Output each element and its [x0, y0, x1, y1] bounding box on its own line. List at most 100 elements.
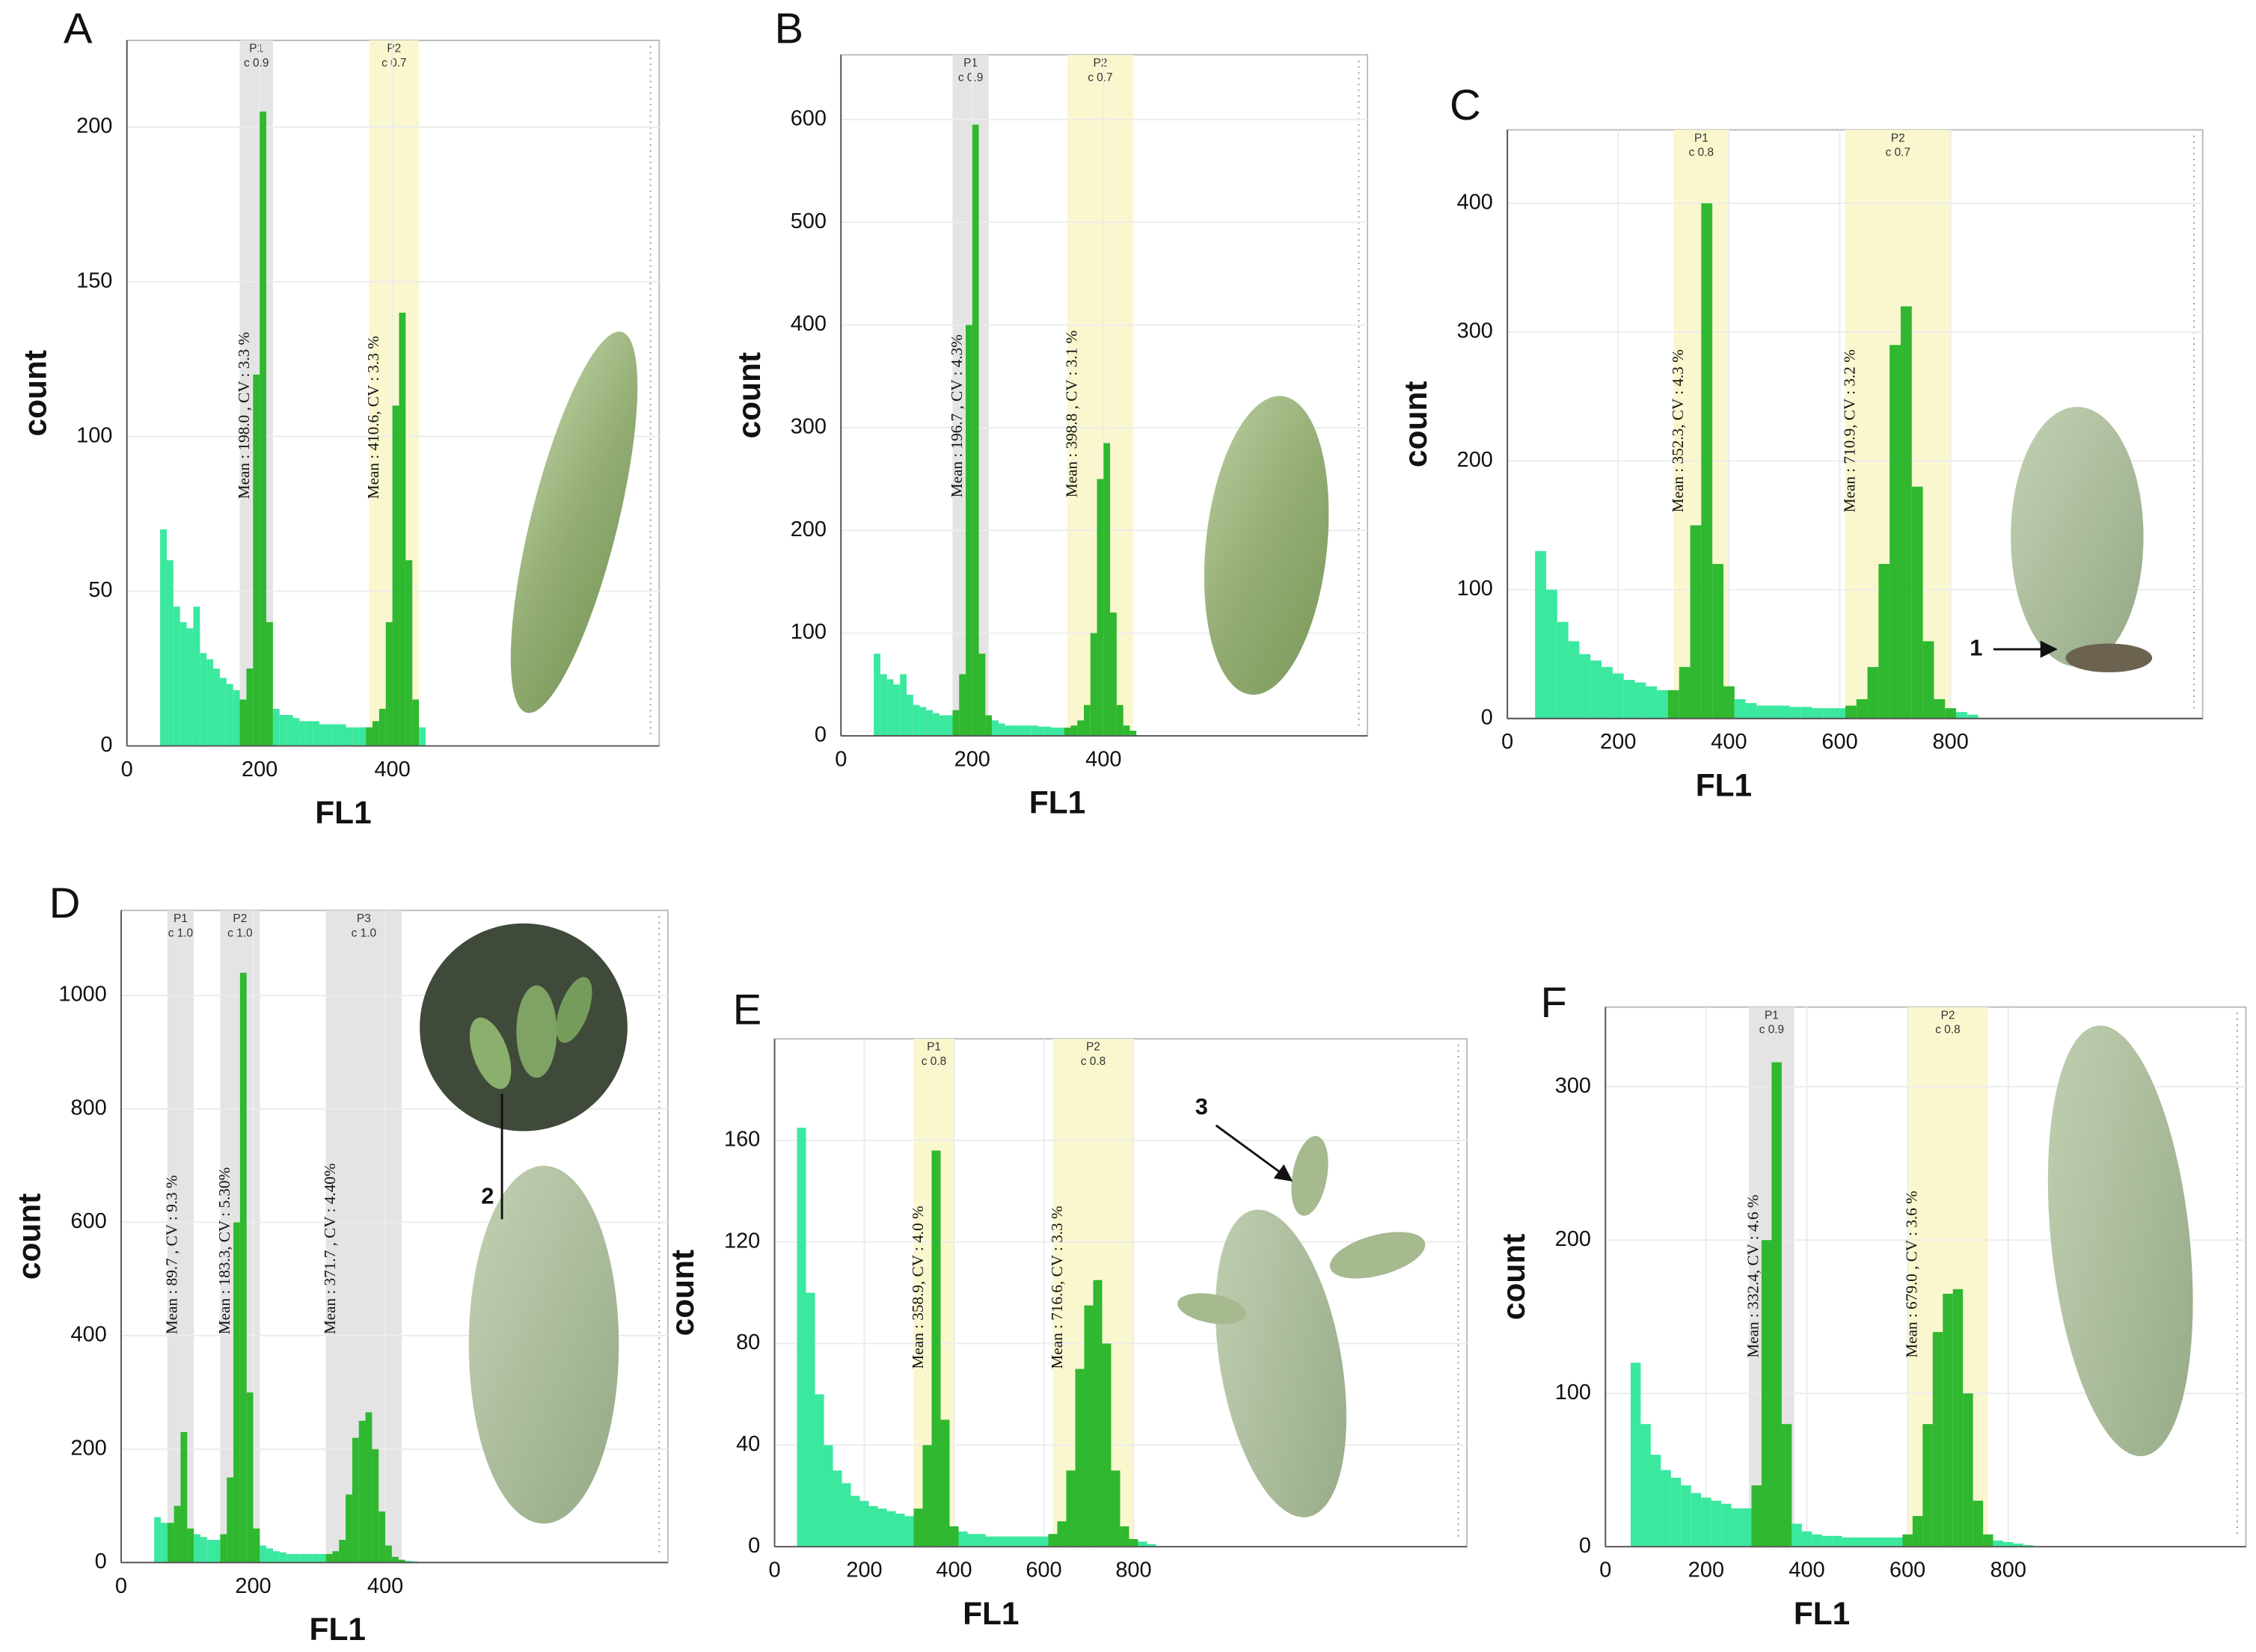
histogram-bar: [219, 678, 227, 746]
histogram-bar: [193, 607, 200, 746]
y-tick-label: 100: [1555, 1381, 1591, 1404]
histogram-bar: [1650, 1455, 1661, 1547]
histogram-bar: [1084, 1305, 1094, 1547]
histogram-bar: [292, 718, 300, 746]
histogram-bar: [1590, 660, 1602, 719]
histogram-bar: [260, 1545, 267, 1563]
histogram-bar: [154, 1517, 161, 1563]
gate-cv: c 0.9: [958, 71, 983, 84]
histogram-bar: [1090, 633, 1097, 736]
x-tick-label: 0: [1599, 1559, 1611, 1582]
peak-annotation: Mean : 398.8 , CV : 3.1 %: [1063, 331, 1081, 497]
histogram-bar: [1568, 641, 1580, 719]
histogram-bar: [1856, 698, 1868, 719]
histogram-bar: [1120, 1526, 1129, 1547]
histogram-bar: [1845, 705, 1857, 719]
y-axis-label: count: [1496, 1234, 1531, 1320]
histogram-bar: [200, 653, 207, 746]
histogram-bar: [180, 621, 187, 746]
x-tick-label: 0: [121, 758, 133, 782]
histogram-bar: [1070, 725, 1078, 736]
x-tick-label: 400: [374, 758, 410, 782]
histogram-bar: [167, 1523, 174, 1563]
panel: P1 c 0.9 P2 c 0.7 0 50 100 150 200 0 200 400 Mean : …: [17, 5, 660, 830]
y-tick-label: 800: [70, 1096, 106, 1120]
gate-name: P1: [927, 1041, 941, 1054]
peak-annotation: Mean : 183.3, CV : 5.30%: [215, 1167, 233, 1334]
y-tick-label: 200: [791, 518, 827, 541]
panel-label: E: [733, 986, 762, 1034]
cactus-pad: [1329, 1232, 1426, 1279]
histogram-bar: [1832, 1535, 1842, 1547]
histogram-bar: [299, 1554, 307, 1563]
histogram-bar: [1889, 345, 1901, 719]
y-axis-label: count: [732, 352, 767, 438]
histogram-bar: [1646, 686, 1658, 719]
y-tick-label: 0: [748, 1534, 760, 1558]
x-axis-label: FL1: [1696, 768, 1752, 803]
y-tick-label: 300: [1457, 319, 1493, 343]
histogram-bar: [227, 1477, 234, 1563]
gate-cv: c 0.7: [1088, 71, 1112, 84]
histogram-bar: [978, 654, 986, 736]
histogram-bar: [886, 679, 894, 736]
histogram-bar: [325, 1554, 333, 1563]
histogram-bar: [358, 1420, 366, 1563]
histogram-bar: [992, 720, 999, 736]
histogram-bar: [1701, 203, 1713, 719]
histogram-bar: [366, 727, 373, 746]
histogram-bar: [1943, 1293, 1953, 1547]
histogram-bar: [200, 1537, 207, 1563]
peak-annotation: Mean : 358.9, CV : 4.0 %: [909, 1206, 927, 1369]
cactus-pad: [468, 1165, 619, 1524]
histogram-bar: [1093, 1280, 1103, 1547]
histogram-bar: [359, 727, 367, 746]
y-tick-label: 200: [1555, 1227, 1591, 1251]
peak-annotation: Mean : 710.9, CV : 3.2 %: [1841, 349, 1859, 512]
histogram-bar: [1701, 1497, 1711, 1547]
histogram-bar: [1129, 1538, 1138, 1547]
y-tick-label: 100: [76, 423, 112, 447]
histogram-bar: [1901, 306, 1912, 719]
cactus-pad: [1204, 396, 1329, 695]
y-tick-label: 0: [1579, 1534, 1591, 1558]
histogram-bar: [994, 1536, 1004, 1547]
panel-label: D: [49, 879, 81, 927]
histogram-bar: [1721, 1503, 1732, 1547]
histogram-bar: [1679, 666, 1691, 719]
histogram-bar: [365, 1412, 373, 1563]
histogram-bar: [1973, 1500, 1984, 1547]
cactus-pad: [556, 977, 592, 1043]
histogram-bar: [1138, 1541, 1147, 1547]
histogram-bar: [966, 325, 972, 736]
x-tick-label: 0: [768, 1559, 780, 1582]
callout-label: 3: [1195, 1093, 1208, 1120]
histogram-bar: [1057, 1521, 1067, 1547]
histogram-bar: [933, 713, 940, 736]
cactus-pad: [2047, 1025, 2193, 1457]
x-tick-label: 200: [954, 747, 990, 771]
x-tick-label: 600: [1026, 1559, 1061, 1582]
histogram-bar: [886, 1511, 896, 1547]
gate-cv: c 0.8: [922, 1055, 946, 1068]
histogram-bar: [1670, 1477, 1682, 1547]
histogram-bar: [1123, 725, 1130, 736]
histogram-bar: [940, 1419, 950, 1547]
histogram-bar: [206, 1540, 214, 1563]
histogram-bar: [1021, 1536, 1031, 1547]
histogram-bar: [904, 1516, 914, 1547]
histogram-bar: [1116, 704, 1124, 736]
histogram-bar: [1963, 1393, 1973, 1547]
histogram-bar: [1018, 725, 1025, 736]
histogram-bar: [392, 405, 399, 746]
y-tick-label: 0: [1481, 705, 1493, 729]
histogram-bar: [952, 710, 960, 736]
histogram-bar: [2023, 1545, 2034, 1547]
y-tick-label: 200: [1457, 448, 1493, 472]
histogram-bar: [833, 1470, 842, 1547]
histogram-bar: [1779, 705, 1790, 719]
histogram-bar: [1051, 727, 1058, 736]
histogram-bar: [1912, 1516, 1923, 1547]
gate-cv: c 0.7: [1886, 147, 1910, 159]
